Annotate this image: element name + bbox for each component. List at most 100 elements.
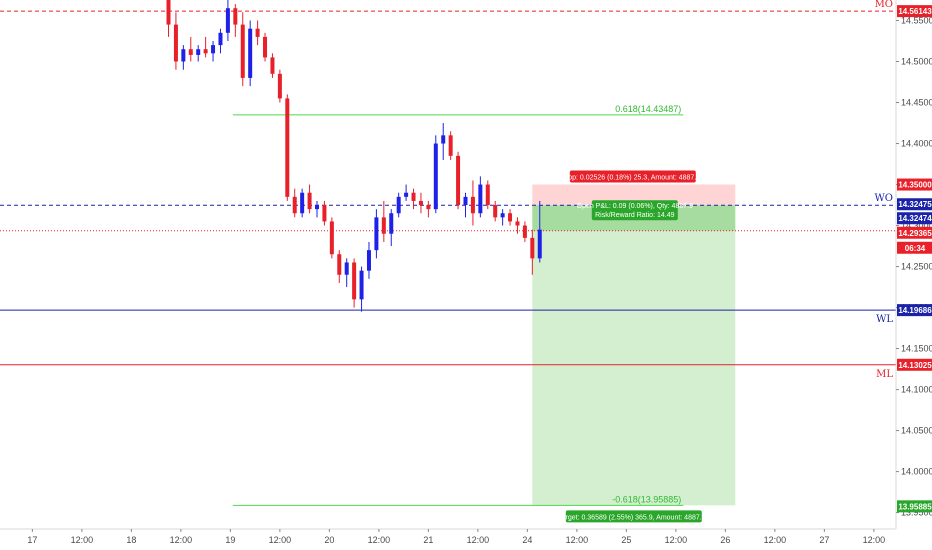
candle-body[interactable] bbox=[233, 8, 238, 25]
candle-body[interactable] bbox=[381, 217, 386, 234]
chart-labels: 0.618(14.43487) -0.618(13.95885) MO WO WL ML S… bbox=[558, 0, 893, 523]
stop-info-label-bg bbox=[569, 170, 696, 183]
price-tag-wo-bg bbox=[897, 198, 932, 211]
price-tag-ml-bg bbox=[897, 358, 932, 371]
candle-body[interactable] bbox=[173, 24, 178, 62]
open-info-bg bbox=[591, 200, 678, 221]
x-tick-label: 12:00 bbox=[467, 535, 490, 545]
price-tag-mo-bg bbox=[897, 5, 932, 18]
level-name-wl: WL bbox=[876, 314, 893, 325]
x-tick-label: 17 bbox=[27, 535, 37, 545]
candle-body[interactable] bbox=[300, 192, 305, 214]
x-tick-label: 12:00 bbox=[170, 535, 193, 545]
x-tick-label: 12:00 bbox=[764, 535, 787, 545]
price-tag-target-bg bbox=[897, 500, 932, 513]
price-tag-entry-bg bbox=[897, 212, 932, 225]
price-tag-stop-bg bbox=[897, 178, 932, 191]
candle-body[interactable] bbox=[188, 49, 193, 55]
position-zones bbox=[532, 184, 736, 506]
candle-body[interactable] bbox=[396, 196, 401, 214]
candle-body[interactable] bbox=[441, 135, 446, 144]
candle-body[interactable] bbox=[404, 192, 409, 197]
candle-body[interactable] bbox=[218, 32, 223, 46]
candle-body[interactable] bbox=[411, 192, 416, 201]
x-tick-label: 20 bbox=[324, 535, 334, 545]
candle-body[interactable] bbox=[530, 237, 535, 259]
price-countdown-bg bbox=[897, 241, 932, 254]
candle-body[interactable] bbox=[203, 49, 208, 54]
candle-body[interactable] bbox=[537, 229, 542, 259]
candle-body[interactable] bbox=[322, 205, 327, 222]
candle-body[interactable] bbox=[255, 28, 260, 37]
take-profit-zone[interactable] bbox=[532, 205, 736, 506]
candle-body[interactable] bbox=[515, 221, 520, 226]
candle-body[interactable] bbox=[433, 143, 438, 210]
candle-body[interactable] bbox=[493, 205, 498, 218]
price-tag-stop: 14.35000 bbox=[898, 181, 932, 190]
y-tick-label: 14.45000 bbox=[901, 98, 932, 108]
open-info-label: Open P&L: 0.09 (0.06%), Qty: 4887.9 bbox=[577, 203, 693, 210]
candle-body[interactable] bbox=[277, 73, 282, 99]
candle-body[interactable] bbox=[337, 254, 342, 275]
candle-body[interactable] bbox=[285, 98, 290, 197]
level-lines bbox=[0, 10, 896, 506]
target-info-label: Target: 0.36589 (2.55%) 365.9, Amount: 4… bbox=[558, 514, 709, 521]
candle-body[interactable] bbox=[485, 184, 490, 206]
x-tick-label: 21 bbox=[423, 535, 433, 545]
candle-body[interactable] bbox=[270, 57, 275, 74]
candle-body[interactable] bbox=[359, 270, 364, 300]
candle-body[interactable] bbox=[500, 213, 505, 218]
candle-body[interactable] bbox=[389, 213, 394, 234]
time-axis: 17 12:00 18 12:00 19 12:00 20 12:00 21 12:00 24 12:… bbox=[0, 528, 896, 550]
x-tick-label: 12:00 bbox=[269, 535, 292, 545]
fib-label: -0.618(13.95885) bbox=[612, 494, 681, 504]
candle-body[interactable] bbox=[448, 135, 453, 156]
y-tick-label: 14.25000 bbox=[901, 262, 932, 272]
candle-body[interactable] bbox=[352, 262, 357, 300]
candle-body[interactable] bbox=[463, 196, 468, 206]
candle-body[interactable] bbox=[366, 250, 371, 271]
candle-body[interactable] bbox=[166, 0, 171, 25]
candle-body[interactable] bbox=[225, 8, 230, 33]
y-tick-label: 14.10000 bbox=[901, 385, 932, 395]
candle-body[interactable] bbox=[418, 200, 423, 206]
candle-body[interactable] bbox=[522, 225, 527, 238]
price-tag-mo: 14.56143 bbox=[898, 7, 932, 16]
y-tick-label: 14.00000 bbox=[901, 467, 932, 477]
candle-body[interactable] bbox=[426, 205, 431, 210]
candle-body[interactable] bbox=[456, 155, 461, 206]
candle-body[interactable] bbox=[508, 213, 513, 222]
price-axis-bg bbox=[896, 0, 932, 550]
candle-body[interactable] bbox=[344, 262, 349, 275]
candle-body[interactable] bbox=[181, 49, 186, 62]
candle-body[interactable] bbox=[374, 217, 379, 251]
candle-body[interactable] bbox=[248, 28, 253, 78]
candle-body[interactable] bbox=[470, 196, 475, 214]
candle-body[interactable] bbox=[211, 45, 216, 54]
candle-body[interactable] bbox=[315, 205, 319, 210]
y-tick-label: 14.55000 bbox=[901, 16, 932, 26]
price-tag-target: 13.95885 bbox=[898, 502, 932, 511]
y-tick-label: 14.15000 bbox=[901, 344, 932, 354]
price-tag-wl: 14.19686 bbox=[898, 306, 932, 315]
candle-body[interactable] bbox=[329, 221, 334, 255]
y-tick-label: 14.05000 bbox=[901, 426, 932, 436]
price-axis: 14.55000 14.50000 14.45000 14.40000 14.35000… bbox=[895, 0, 932, 550]
y-tick-label: 14.30000 bbox=[901, 221, 932, 231]
candle-body[interactable] bbox=[292, 196, 297, 214]
x-tick-label: 12:00 bbox=[665, 535, 688, 545]
price-tag-current-bg bbox=[897, 226, 932, 239]
x-tick-label: 26 bbox=[720, 535, 730, 545]
price-countdown: 06:34 bbox=[905, 244, 926, 253]
candle-body[interactable] bbox=[307, 192, 312, 210]
x-tick-label: 18 bbox=[126, 535, 136, 545]
time-axis-bg bbox=[0, 529, 896, 550]
x-tick-label: 24 bbox=[522, 535, 532, 545]
candle-body[interactable] bbox=[478, 184, 483, 214]
x-tick-label: 12:00 bbox=[368, 535, 391, 545]
candle-body[interactable] bbox=[196, 49, 201, 55]
candle-body[interactable] bbox=[263, 36, 268, 58]
candle-body[interactable] bbox=[240, 24, 245, 78]
stop-loss-zone[interactable] bbox=[532, 184, 736, 206]
